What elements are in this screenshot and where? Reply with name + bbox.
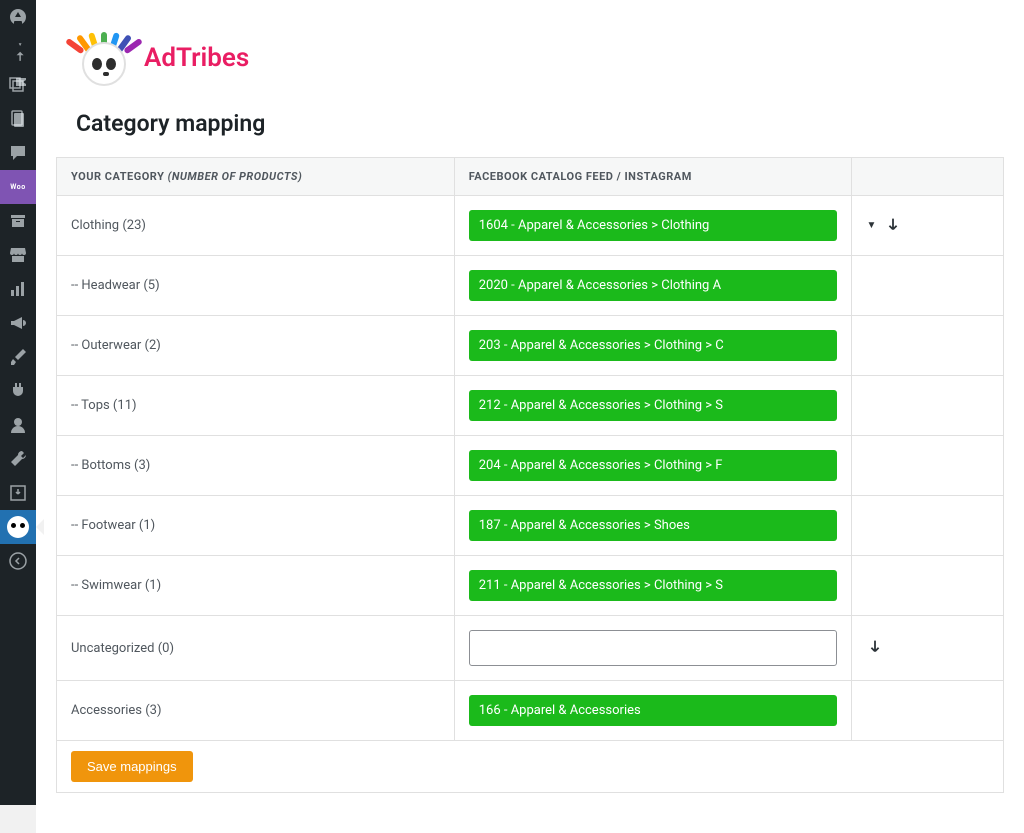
table-row: -- Swimwear (1) 211 - Apparel & Accessori… [57,556,1004,616]
category-mapping-select[interactable] [469,630,838,666]
table-header-category: YOUR CATEGORY (NUMBER OF PRODUCTS) [57,158,455,196]
table-header-feed: FACEBOOK CATALOG FEED / INSTAGRAM [454,158,852,196]
plugins-icon[interactable] [0,374,36,408]
woo-icon[interactable]: Woo [0,170,36,204]
category-mapping-select[interactable]: 211 - Apparel & Accessories > Clothing >… [469,570,838,601]
save-mappings-button[interactable]: Save mappings [71,751,193,782]
brush-icon[interactable] [0,340,36,374]
copy-down-icon[interactable] [866,637,884,659]
category-label: -- Bottoms (3) [57,436,455,496]
pin-icon[interactable] [0,34,36,68]
analytics-icon[interactable] [0,272,36,306]
category-label: -- Headwear (5) [57,256,455,316]
table-row: -- Headwear (5) 2020 - Apparel & Accessor… [57,256,1004,316]
archive-icon[interactable] [0,204,36,238]
tools-icon[interactable] [0,442,36,476]
table-row: -- Bottoms (3) 204 - Apparel & Accessorie… [57,436,1004,496]
collapse-icon[interactable] [0,544,36,578]
adtribes-icon[interactable] [0,510,36,544]
brand-name: AdTribes [144,43,249,73]
category-label: -- Outerwear (2) [57,316,455,376]
category-label: -- Footwear (1) [57,496,455,556]
table-row: -- Footwear (1) 187 - Apparel & Accessori… [57,496,1004,556]
category-mapping-select[interactable]: 166 - Apparel & Accessories [469,695,838,726]
category-mapping-select[interactable]: 203 - Apparel & Accessories > Clothing >… [469,330,838,361]
expand-icon[interactable]: ▼ [866,220,876,231]
table-row: -- Outerwear (2) 203 - Apparel & Accessor… [57,316,1004,376]
category-mapping-select[interactable]: 187 - Apparel & Accessories > Shoes [469,510,838,541]
adtribes-logo-icon [76,30,132,86]
table-header-actions [852,158,1004,196]
category-mapping-select[interactable]: 204 - Apparel & Accessories > Clothing >… [469,450,838,481]
import-icon[interactable] [0,476,36,510]
media-icon[interactable] [0,68,36,102]
table-row: Clothing (23) 1604 - Apparel & Accessorie… [57,196,1004,256]
marketing-icon[interactable] [0,306,36,340]
category-label: Uncategorized (0) [57,616,455,681]
table-row: Accessories (3) 166 - Apparel & Accessori… [57,681,1004,741]
pages-icon[interactable] [0,102,36,136]
users-icon[interactable] [0,408,36,442]
copy-down-icon[interactable] [884,215,902,237]
brand-header: AdTribes [76,30,1004,86]
table-row: Uncategorized (0) [57,616,1004,681]
main-content: AdTribes Category mapping YOUR CATEGORY … [36,0,1024,833]
dashboard-icon[interactable] [0,0,36,34]
comments-icon[interactable] [0,136,36,170]
category-mapping-table: YOUR CATEGORY (NUMBER OF PRODUCTS) FACEB… [56,157,1004,793]
category-mapping-select[interactable]: 1604 - Apparel & Accessories > Clothing [469,210,838,241]
admin-sidebar: Woo [0,0,36,805]
category-mapping-select[interactable]: 212 - Apparel & Accessories > Clothing >… [469,390,838,421]
category-label: Accessories (3) [57,681,455,741]
category-mapping-select[interactable]: 2020 - Apparel & Accessories > Clothing … [469,270,838,301]
page-title: Category mapping [76,110,1004,137]
category-label: -- Swimwear (1) [57,556,455,616]
store-icon[interactable] [0,238,36,272]
table-row: -- Tops (11) 212 - Apparel & Accessories … [57,376,1004,436]
category-label: Clothing (23) [57,196,455,256]
category-label: -- Tops (11) [57,376,455,436]
